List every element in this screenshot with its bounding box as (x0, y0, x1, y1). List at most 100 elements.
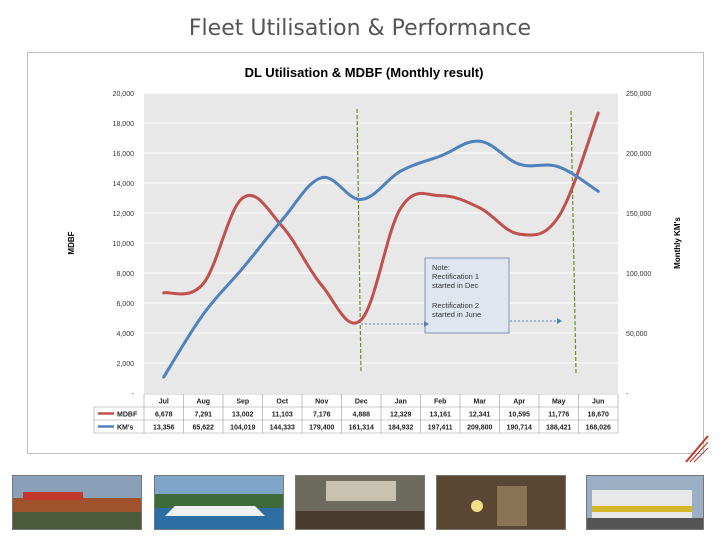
corner-logo-icon (684, 432, 710, 469)
data-point (320, 176, 324, 180)
slide-title: Fleet Utilisation & Performance (188, 16, 532, 41)
data-label: 4,888 (352, 412, 370, 419)
combo-line-chart: DL Utilisation & MDBF (Monthly result) -… (67, 65, 682, 434)
x-tick-label: Mar (474, 399, 487, 406)
data-point (557, 165, 561, 169)
y-tick-label: 18,000 (113, 121, 135, 128)
y-tick-label: 14,000 (113, 181, 135, 188)
note-arrow-left-head (424, 321, 429, 327)
legend-label: KM's (117, 425, 134, 432)
data-point (557, 214, 561, 218)
data-point (399, 169, 403, 173)
x-tick-label: Nov (315, 399, 328, 406)
data-label: 11,776 (548, 412, 569, 419)
data-label: 179,400 (309, 425, 334, 432)
data-label: 209,800 (467, 425, 492, 432)
y2-axis-ticks: - 50,000 100,000 150,000 200,000 250,000 (626, 91, 651, 398)
note-line-4: Rectification 2 (432, 301, 479, 310)
x-tick-label: Sep (236, 399, 249, 406)
x-tick-label: Feb (434, 399, 446, 406)
x-tick-label: Aug (196, 399, 210, 406)
y2-tick-label: 150,000 (626, 211, 651, 218)
data-point (201, 312, 205, 316)
data-point (241, 196, 245, 200)
chart-frame: DL Utilisation & MDBF (Monthly result) -… (27, 52, 704, 454)
data-label: 12,341 (469, 412, 491, 419)
note-line-2: Rectification 1 (432, 272, 479, 281)
data-point (596, 111, 600, 115)
data-point (359, 318, 363, 322)
y-axis-ticks: - 2,000 4,000 6,000 8,000 10,000 12,000 14,000 1… (113, 91, 135, 398)
data-table: Jul Aug Sep Oct Nov Dec Jan Feb Mar Apr May Jun MDBF… (93, 393, 619, 434)
y2-axis-label: Monthly KM's (673, 217, 682, 269)
data-point (517, 232, 521, 236)
y-axis-label: MDBF (67, 231, 76, 254)
data-point (359, 197, 363, 201)
data-label: 65,622 (193, 425, 215, 432)
data-point (438, 194, 442, 198)
data-label: 10,595 (509, 412, 531, 419)
note-line-5: started in June (432, 310, 481, 319)
legend-label: MDBF (117, 412, 138, 419)
chart-title: DL Utilisation & MDBF (Monthly result) (245, 65, 484, 80)
data-point (478, 139, 482, 143)
data-point (596, 189, 600, 193)
data-point (478, 206, 482, 210)
data-point (201, 282, 205, 286)
data-label: 6,678 (155, 412, 173, 419)
note-box: Note: Rectification 1 started in Dec Rec… (424, 257, 510, 334)
data-label: 104,019 (230, 425, 255, 432)
welding-photo (436, 475, 566, 530)
data-label: 13,161 (430, 412, 452, 419)
series-line-kms (162, 139, 600, 378)
data-point (280, 218, 284, 222)
x-tick-label: Jun (592, 399, 604, 406)
data-point (438, 154, 442, 158)
y2-tick-label: - (626, 391, 629, 398)
data-label: 188,421 (546, 425, 571, 432)
data-label: 13,002 (232, 412, 254, 419)
y2-tick-label: 250,000 (626, 91, 651, 98)
rectification-2-marker (570, 110, 577, 374)
data-label: 144,333 (270, 425, 295, 432)
y2-tick-label: 50,000 (626, 331, 648, 338)
y-tick-label: 2,000 (116, 361, 134, 368)
note-arrow-right-head (557, 318, 562, 324)
x-tick-label: Oct (276, 399, 288, 406)
data-label: 161,314 (349, 425, 374, 432)
x-tick-label: Jan (395, 399, 407, 406)
data-point (162, 291, 166, 295)
grid-lines (144, 92, 618, 364)
data-label: 18,670 (588, 412, 610, 419)
data-label: 11,103 (272, 412, 293, 419)
data-point (280, 224, 284, 228)
data-label: 7,176 (313, 412, 331, 419)
data-point (162, 375, 166, 379)
y-tick-label: - (132, 391, 135, 398)
rectification-1-marker (356, 108, 362, 374)
ferry-photo (154, 475, 284, 530)
data-label: 197,411 (428, 425, 453, 432)
note-line-3: started in Dec (432, 281, 479, 290)
data-label: 12,329 (390, 412, 412, 419)
y-tick-label: 6,000 (116, 301, 134, 308)
workshop-photo (295, 475, 425, 530)
y-tick-label: 12,000 (113, 211, 135, 218)
data-point (517, 162, 521, 166)
y-tick-label: 20,000 (113, 91, 135, 98)
x-tick-label: May (552, 399, 566, 406)
note-line-1: Note: (432, 263, 450, 272)
data-label: 190,714 (507, 425, 532, 432)
data-label: 13,356 (153, 425, 175, 432)
y-tick-label: 10,000 (113, 241, 135, 248)
data-label: 7,291 (194, 412, 212, 419)
series-lines (162, 111, 600, 379)
y2-tick-label: 100,000 (626, 271, 651, 278)
y2-tick-label: 200,000 (626, 151, 651, 158)
series-line-mdbf (163, 112, 600, 325)
y-tick-label: 16,000 (113, 151, 135, 158)
train-on-bridge-photo (12, 475, 142, 530)
train-at-station-photo (586, 475, 704, 530)
data-point (399, 206, 403, 210)
data-point (320, 283, 324, 287)
